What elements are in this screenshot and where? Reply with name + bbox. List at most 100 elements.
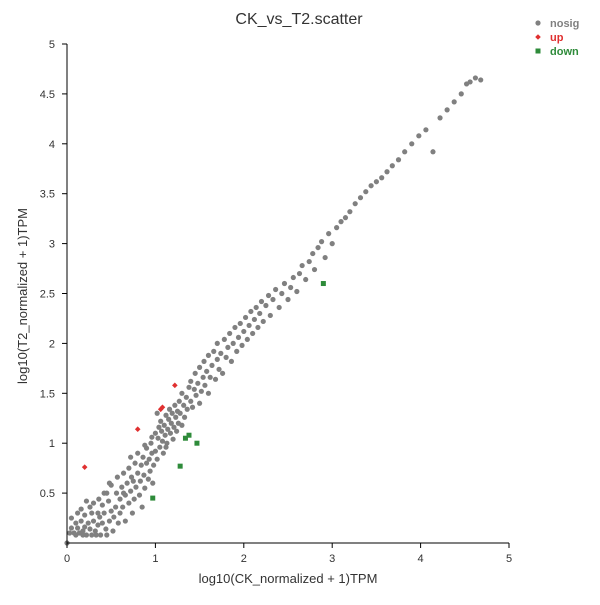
point-nosig — [78, 506, 84, 512]
point-nosig — [163, 412, 169, 418]
point-nosig — [124, 480, 130, 486]
point-down — [177, 463, 183, 469]
point-nosig — [296, 270, 303, 277]
point-nosig — [131, 496, 137, 502]
point-down — [186, 432, 192, 438]
point-nosig — [201, 358, 207, 364]
point-nosig — [430, 149, 436, 155]
point-nosig — [239, 342, 245, 348]
point-nosig — [161, 422, 167, 428]
point-nosig — [315, 244, 321, 251]
point-nosig — [184, 406, 190, 412]
point-nosig — [97, 532, 104, 538]
point-nosig — [130, 478, 136, 484]
point-nosig — [368, 183, 374, 189]
point-nosig — [68, 515, 75, 521]
point-nosig — [173, 414, 179, 420]
point-nosig — [179, 390, 185, 396]
point-nosig — [467, 79, 473, 85]
point-nosig — [95, 522, 101, 528]
point-nosig — [154, 410, 160, 416]
point-nosig — [132, 460, 138, 466]
point-nosig — [147, 468, 153, 474]
point-nosig — [363, 189, 369, 195]
point-nosig — [97, 514, 103, 520]
y-tick-label: 2 — [49, 338, 55, 350]
point-nosig — [379, 175, 385, 181]
point-nosig — [265, 292, 272, 299]
point-nosig — [204, 368, 210, 374]
point-nosig — [318, 239, 325, 245]
point-nosig — [148, 440, 154, 446]
y-axis-title: log10(T2_normalized + 1)TPM — [15, 208, 30, 384]
point-nosig — [169, 410, 175, 416]
point-nosig — [103, 526, 109, 532]
point-nosig — [246, 322, 252, 329]
point-nosig — [80, 528, 86, 534]
chart-title: CK_vs_T2.scatter — [235, 11, 363, 28]
point-nosig — [186, 384, 192, 390]
point-nosig — [310, 250, 316, 257]
point-nosig — [90, 500, 97, 506]
point-nosig — [99, 502, 105, 508]
point-nosig — [205, 352, 212, 358]
point-nosig — [451, 99, 457, 105]
point-nosig — [241, 328, 247, 335]
point-nosig — [205, 390, 212, 396]
legend-label-nosig: nosig — [550, 18, 579, 30]
point-nosig — [192, 370, 198, 376]
point-nosig — [228, 358, 235, 364]
point-nosig — [83, 498, 90, 504]
point-nosig — [207, 374, 213, 380]
point-nosig — [402, 149, 408, 155]
point-nosig — [154, 456, 160, 462]
point-nosig — [138, 462, 144, 468]
point-nosig — [115, 520, 121, 526]
point-nosig — [156, 424, 162, 430]
point-nosig — [170, 436, 176, 442]
axes: 0 1 2 3 4 5 0.5 1 1.5 2 2.5 3 3.5 4 4.5 5 — [40, 39, 512, 565]
point-nosig — [101, 490, 107, 496]
point-nosig — [219, 370, 226, 376]
point-nosig — [149, 434, 155, 440]
point-nosig — [152, 430, 158, 436]
point-nosig — [444, 107, 450, 113]
point-nosig — [214, 356, 220, 362]
point-nosig — [267, 312, 273, 319]
point-nosig — [191, 386, 197, 392]
point-nosig — [155, 435, 161, 441]
point-nosig — [202, 382, 208, 388]
point-nosig — [216, 366, 222, 372]
point-nosig — [139, 504, 145, 510]
point-nosig — [209, 362, 215, 368]
y-tick-label: 2.5 — [40, 289, 55, 301]
point-up — [157, 406, 164, 413]
point-nosig — [276, 304, 282, 311]
point-nosig — [183, 394, 189, 400]
point-nosig — [478, 77, 484, 83]
point-nosig — [166, 416, 172, 422]
y-tick-label: 3 — [49, 239, 55, 251]
point-nosig — [145, 476, 151, 482]
point-nosig — [176, 398, 182, 404]
point-nosig — [232, 324, 238, 331]
point-nosig — [303, 276, 309, 283]
point-nosig — [140, 454, 146, 460]
point-nosig — [389, 163, 395, 169]
point-nosig — [177, 410, 183, 416]
y-tick-label: 4.5 — [40, 89, 55, 101]
point-nosig — [68, 525, 75, 531]
point-nosig — [128, 488, 134, 494]
point-nosig — [85, 520, 91, 526]
point-nosig — [162, 432, 168, 438]
point-nosig — [244, 336, 250, 343]
point-nosig — [106, 480, 113, 486]
point-nosig — [338, 219, 344, 225]
point-nosig — [126, 500, 132, 506]
point-nosig — [110, 528, 116, 534]
point-nosig — [75, 525, 81, 531]
point-nosig — [235, 334, 242, 341]
point-nosig — [437, 115, 443, 121]
y-tick-label: 5 — [49, 39, 55, 51]
